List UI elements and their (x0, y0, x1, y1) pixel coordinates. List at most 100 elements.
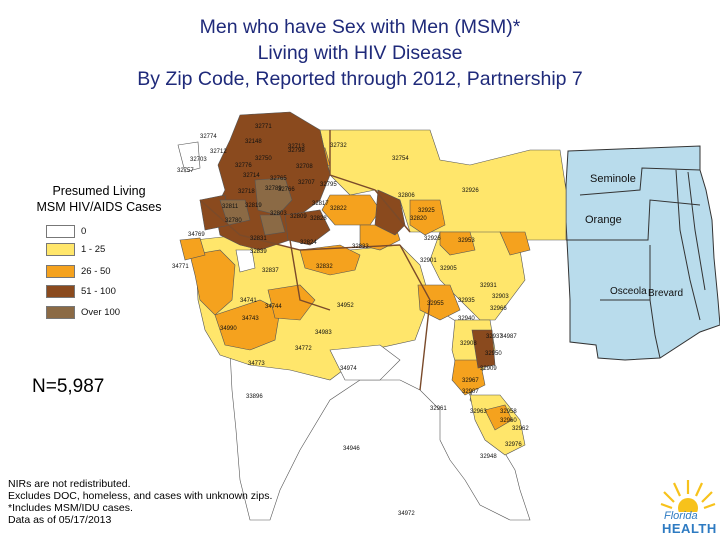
zip-label: 32774 (200, 134, 217, 140)
zip-label: 34946 (343, 446, 360, 452)
zip-label: 32707 (298, 180, 315, 186)
inset-label-brevard: Brevard (648, 288, 683, 299)
legend-label: 0 (81, 225, 87, 237)
zip-label: 32822 (330, 206, 347, 212)
legend-label: 26 - 50 (81, 265, 111, 277)
zip-label: 32958 (500, 409, 517, 415)
legend-swatch (46, 305, 75, 319)
zip-label: 34974 (340, 366, 357, 372)
florida-health-logo: Florida HEALTH (660, 478, 716, 536)
zip-label: 34769 (188, 232, 205, 238)
zip-label: 32907 (462, 389, 479, 395)
zip-label: 32837 (262, 268, 279, 274)
zip-label: 32766 (278, 187, 295, 193)
footnote-4: Data as of 05/17/2013 (8, 514, 112, 526)
zip-label: 34741 (240, 298, 257, 304)
zip-label: 32905 (440, 266, 457, 272)
zip-label: 32757 (177, 168, 194, 174)
zip-label: 34983 (315, 330, 332, 336)
zip-label: 32937 (486, 334, 503, 340)
logo-text-florida: Florida (664, 510, 698, 522)
zip-label: 34952 (337, 303, 354, 309)
zip-label: 32925 (418, 208, 435, 214)
legend-swatch (46, 242, 75, 256)
zip-labels: 32771 32774 32148 32712 32713 32732 3279… (172, 124, 529, 517)
zip-label: 32962 (512, 426, 529, 432)
legend-label: 51 - 100 (81, 285, 116, 297)
zip-label: 32966 (490, 306, 507, 312)
zip-label: 34772 (295, 346, 312, 352)
zip-label: 32833 (352, 244, 369, 250)
zip-label: 32718 (238, 189, 255, 195)
zip-label: 32798 (288, 148, 305, 154)
inset-label-orange: Orange (585, 214, 622, 226)
zip-label: 34743 (242, 316, 259, 322)
zip-label: 32819 (245, 203, 262, 209)
zip-label: 32926 (424, 236, 441, 242)
zip-label: 32148 (245, 139, 262, 145)
zip-label: 32963 (470, 409, 487, 415)
zip-label: 32806 (398, 193, 415, 199)
legend-swatch (46, 284, 75, 298)
legend-title-line-2: MSM HIV/AIDS Cases (36, 200, 162, 214)
zip-label: 32960 (500, 418, 517, 424)
zip-label: 32776 (235, 163, 252, 169)
zip-label: 32931 (480, 283, 497, 289)
zip-label: 32967 (462, 378, 479, 384)
legend-title: Presumed Living MSM HIV/AIDS Cases (14, 183, 184, 215)
zip-label: 32708 (296, 164, 313, 170)
zip-label: 32811 (222, 204, 239, 210)
title-line-2: Living with HIV Disease (257, 42, 463, 64)
zip-label: 32712 (210, 149, 227, 155)
zip-label: 32909 (480, 366, 497, 372)
zip-label: 32809 (290, 214, 307, 220)
zip-label: 32953 (458, 238, 475, 244)
zip-label: 32976 (505, 442, 522, 448)
inset-label-osceola: Osceola (610, 286, 647, 297)
legend: Presumed Living MSM HIV/AIDS Cases (14, 183, 184, 215)
legend-item-3: 51 - 100 (46, 283, 116, 299)
footnote-1: NIRs are not redistributed. (8, 478, 131, 490)
zip-label: 32961 (430, 406, 447, 412)
zip-label: 32940 (458, 316, 475, 322)
zip-label: 34773 (248, 361, 265, 367)
zip-label: 32771 (255, 124, 272, 130)
zip-label: 32901 (420, 258, 437, 264)
zip-label: 32780 (225, 218, 242, 224)
county-boundaries (199, 130, 431, 391)
zip-label: 32817 (312, 201, 329, 207)
legend-item-2: 26 - 50 (46, 263, 111, 279)
zip-label: 32732 (330, 143, 347, 149)
zip-label: 32765 (270, 176, 287, 182)
zip-label: 32950 (485, 351, 502, 357)
logo-text-health: HEALTH (662, 521, 717, 536)
zip-label: 32926 (462, 188, 479, 194)
zip-label: 32908 (460, 341, 477, 347)
zip-label: 32831 (250, 236, 267, 242)
zip-label: 32828 (310, 216, 327, 222)
zip-label: 32713 (288, 144, 305, 150)
footnotes: NIRs are not redistributed. Excludes DOC… (8, 478, 272, 526)
zip-label: 32824 (300, 240, 317, 246)
zip-label: 32832 (316, 264, 333, 270)
legend-item-4: Over 100 (46, 304, 120, 320)
zip-label: 32955 (427, 301, 444, 307)
zip-label: 32795 (320, 182, 337, 188)
map-regions (177, 111, 567, 521)
legend-label: Over 100 (81, 306, 121, 318)
sun-icon (660, 480, 716, 518)
zip-label: 32703 (190, 157, 207, 163)
footnote-2: Excludes DOC, homeless, and cases with u… (8, 490, 273, 502)
inset-map: Seminole Orange Osceola Brevard (565, 145, 720, 361)
zip-label: 34972 (398, 511, 415, 517)
zip-label: 32714 (243, 173, 260, 179)
footnote-3: *Includes MSM/IDU cases. (8, 502, 133, 514)
legend-swatch (46, 224, 75, 238)
zip-label: 33896 (246, 394, 263, 400)
map-title: Men who have Sex with Men (MSM)* Living … (0, 14, 720, 92)
zip-label: 32803 (270, 211, 287, 217)
legend-item-0: 0 (46, 223, 86, 239)
zip-label: 32839 (250, 249, 267, 255)
legend-item-1: 1 - 25 (46, 241, 105, 257)
